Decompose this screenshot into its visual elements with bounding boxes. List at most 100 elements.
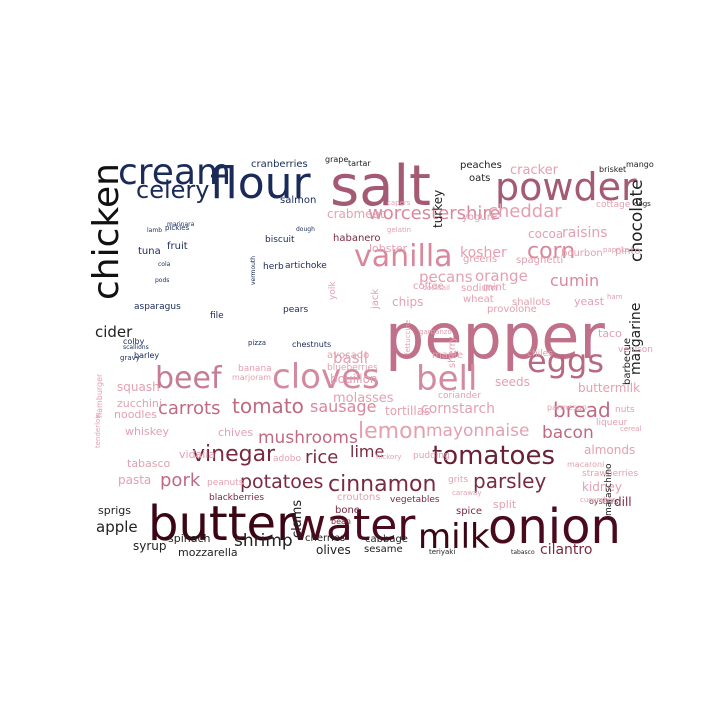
word-117: peanuts xyxy=(207,478,244,488)
word-155: pickles xyxy=(165,224,190,232)
word-139: grape xyxy=(325,155,348,164)
word-45: cilantro xyxy=(540,542,592,558)
word-167: ham xyxy=(607,293,623,301)
word-82: oats xyxy=(469,173,490,184)
word-25: worcestershire xyxy=(368,203,501,224)
word-149: fettuccine xyxy=(404,320,412,355)
word-127: herb xyxy=(263,262,284,272)
word-97: taco xyxy=(598,327,622,340)
word-114: pudding xyxy=(413,451,450,461)
word-125: tuna xyxy=(138,246,161,257)
word-10: cloves xyxy=(272,357,380,397)
word-37: cracker xyxy=(510,163,559,178)
word-74: sesame xyxy=(364,544,403,555)
word-144: tenderloin xyxy=(94,412,102,448)
word-28: mushrooms xyxy=(258,428,358,448)
word-5: powder xyxy=(495,165,637,209)
word-30: mayonnaise xyxy=(426,421,529,441)
word-1: pepper xyxy=(385,300,605,373)
word-64: pasta xyxy=(118,473,151,487)
word-14: vanilla xyxy=(354,239,453,274)
word-165: gelatin xyxy=(387,226,411,234)
word-141: brisket xyxy=(599,165,626,174)
word-15: celery xyxy=(136,176,209,204)
word-140: mango xyxy=(626,160,654,169)
word-69: syrup xyxy=(133,539,167,553)
word-88: bourbon xyxy=(561,248,603,259)
word-95: shallots xyxy=(512,297,550,308)
word-156: marinara xyxy=(167,221,195,228)
word-147: hickory xyxy=(376,453,401,461)
word-8: chicken xyxy=(86,163,127,300)
word-105: habanero xyxy=(333,233,380,244)
word-0: salt xyxy=(330,154,431,219)
word-73: olives xyxy=(316,543,351,557)
word-58: zucchini xyxy=(117,397,162,410)
word-55: buttermilk xyxy=(578,381,640,395)
word-59: noodles xyxy=(114,408,157,421)
word-53: chips xyxy=(392,295,423,309)
word-101: blueberries xyxy=(327,363,378,373)
word-49: kosher xyxy=(460,245,507,261)
word-94: provolone xyxy=(487,304,537,315)
word-104: yolk xyxy=(328,281,338,300)
word-124: fruit xyxy=(167,241,188,252)
word-57: squash xyxy=(117,380,160,394)
word-145: cucumber xyxy=(580,496,615,504)
word-13: beef xyxy=(155,361,223,396)
word-77: bone xyxy=(335,505,360,516)
word-116: adobo xyxy=(273,454,301,464)
word-7: cream xyxy=(118,152,231,193)
word-160: scallions xyxy=(123,344,149,351)
word-68: split xyxy=(493,498,517,511)
word-119: croutons xyxy=(337,492,380,503)
word-128: artichoke xyxy=(285,261,327,271)
word-44: basil xyxy=(333,349,368,367)
word-21: lemon xyxy=(358,419,426,444)
word-150: garbanzo xyxy=(419,328,452,336)
word-103: jack xyxy=(370,289,381,310)
word-46: crabmeat xyxy=(327,207,385,221)
word-120: bean xyxy=(331,517,351,526)
word-6: flour xyxy=(210,158,312,209)
word-121: vegetables xyxy=(390,495,440,505)
word-52: molasses xyxy=(333,391,394,406)
word-72: clams xyxy=(290,500,305,538)
word-62: vidalia xyxy=(179,448,215,461)
word-80: turkey xyxy=(431,190,445,228)
word-99: maple xyxy=(432,350,463,361)
word-78: spice xyxy=(456,506,482,517)
word-162: dough xyxy=(296,226,315,233)
word-34: cumin xyxy=(550,271,599,290)
word-36: bacon xyxy=(542,423,594,443)
word-84: cranberries xyxy=(251,159,308,170)
word-67: dill xyxy=(614,495,632,509)
word-166: paprika xyxy=(603,246,629,254)
word-126: asparagus xyxy=(134,302,181,312)
word-2: butter xyxy=(148,496,296,552)
word-4: onion xyxy=(488,499,621,555)
word-17: cinnamon xyxy=(328,472,436,497)
word-23: parsley xyxy=(473,469,546,493)
word-83: peaches xyxy=(460,160,502,171)
word-168: parmesan xyxy=(547,403,587,412)
word-122: oysters xyxy=(589,497,618,506)
word-133: barley xyxy=(134,351,159,360)
word-29: rice xyxy=(305,447,338,468)
word-47: raisins xyxy=(562,225,608,241)
word-81: yogurt xyxy=(462,212,495,223)
word-56: tortillas xyxy=(385,404,430,418)
word-96: yeast xyxy=(574,295,605,308)
word-27: carrots xyxy=(158,398,220,419)
word-48: cornstarch xyxy=(421,401,495,417)
word-154: pizza xyxy=(248,339,266,347)
word-152: teriyaki xyxy=(429,548,455,556)
word-26: cheddar xyxy=(488,201,562,222)
word-112: liqueur xyxy=(596,418,628,428)
word-91: coffee xyxy=(413,281,444,292)
word-142: dogs xyxy=(634,200,651,208)
word-143: chestnuts xyxy=(292,340,331,349)
word-43: lime xyxy=(350,442,384,461)
